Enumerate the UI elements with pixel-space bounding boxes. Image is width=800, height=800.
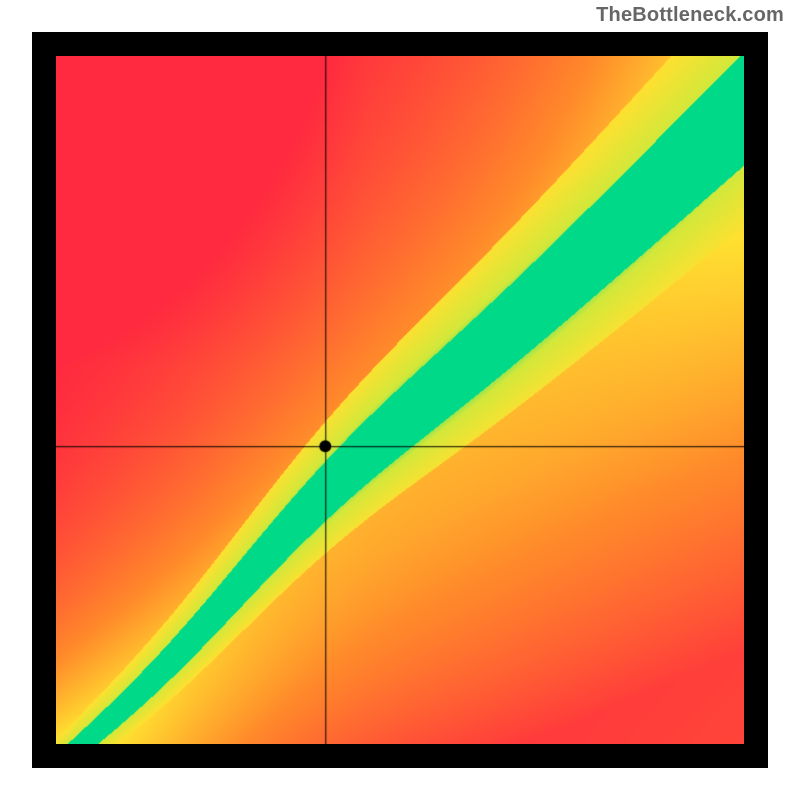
- bottleneck-heatmap-canvas: [56, 56, 744, 744]
- attribution-text: TheBottleneck.com: [596, 4, 784, 27]
- chart-outer-frame: [32, 32, 768, 768]
